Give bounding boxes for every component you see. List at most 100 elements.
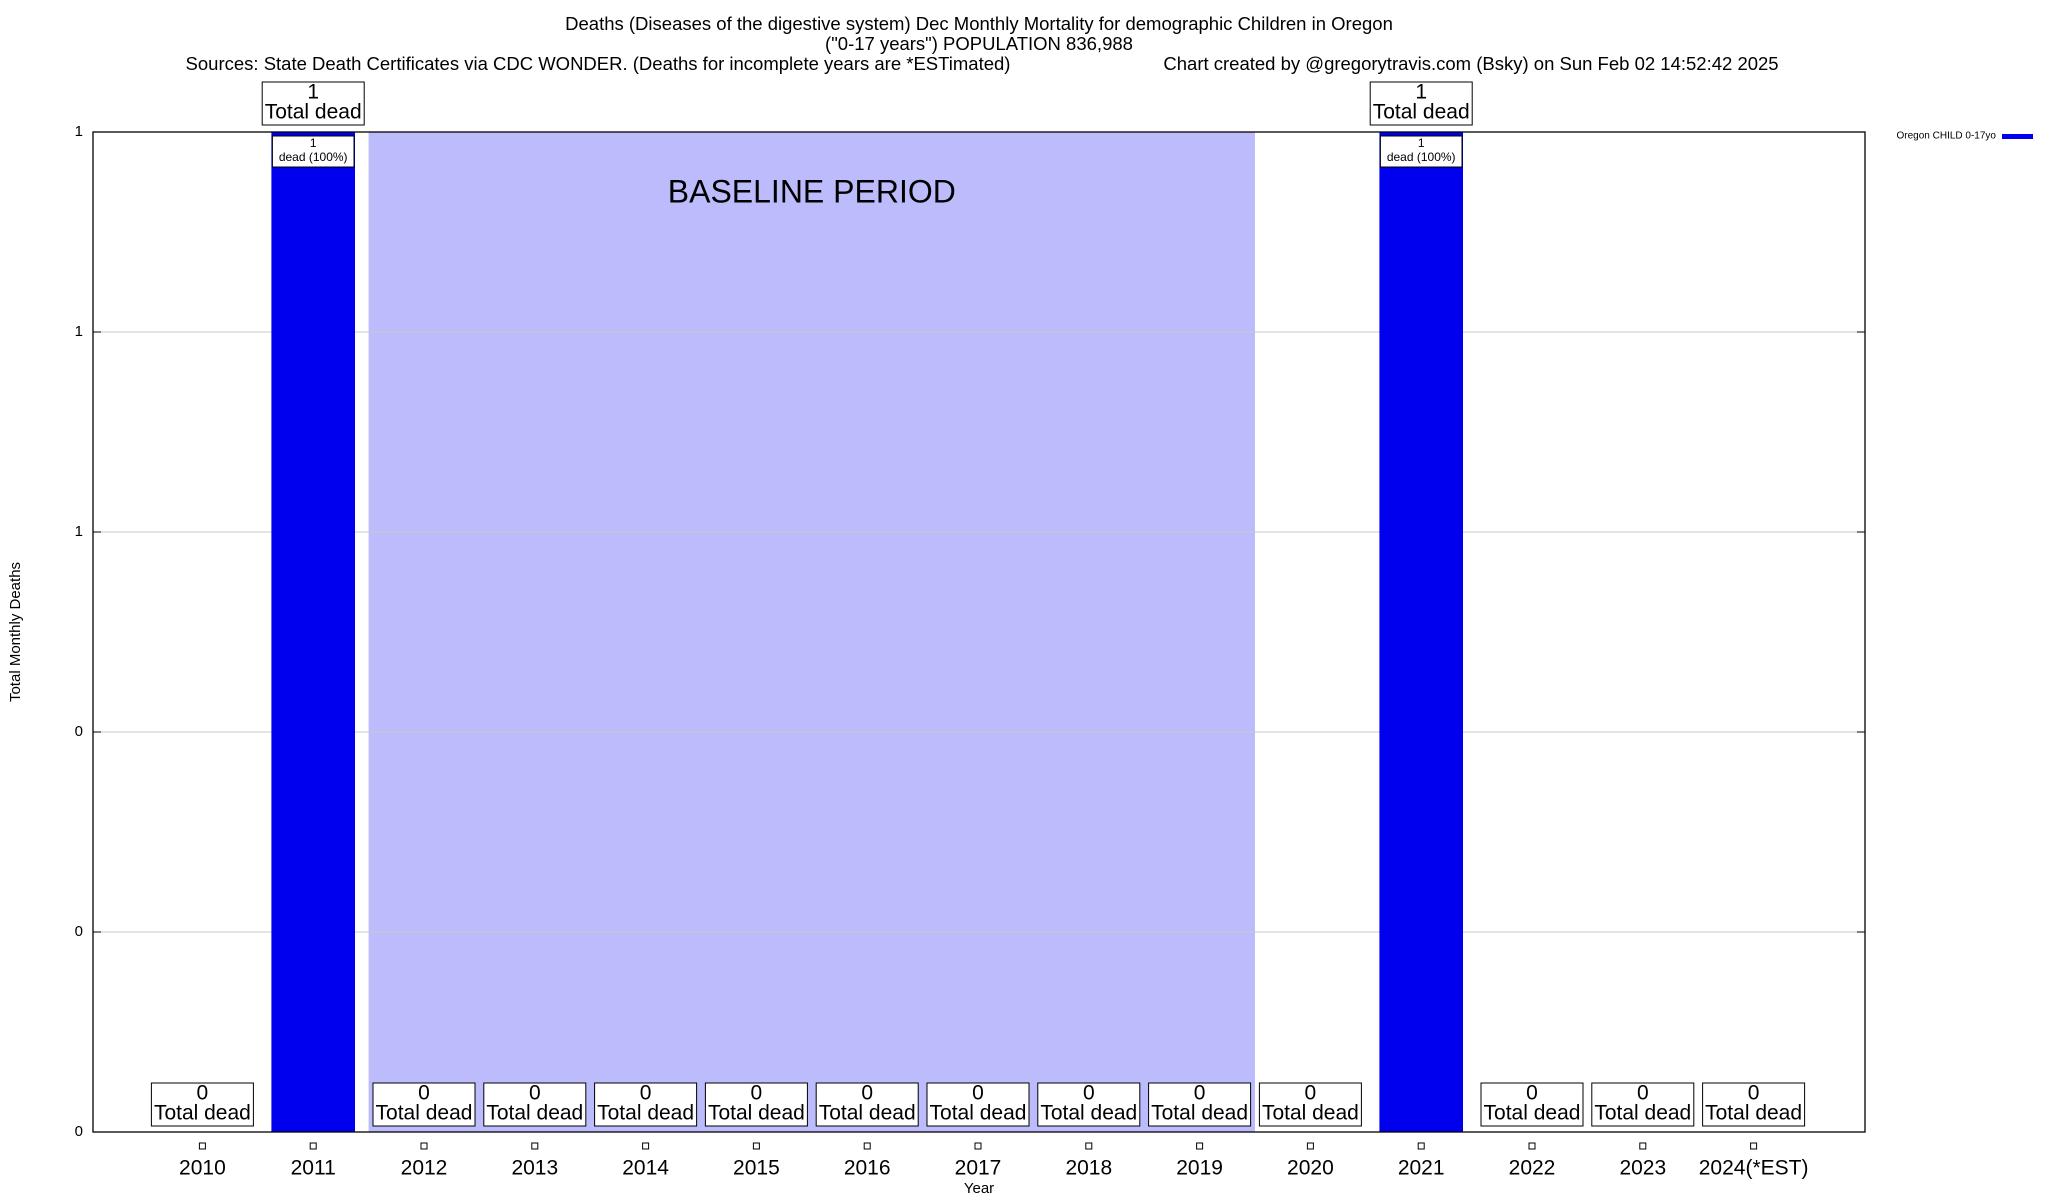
- value-caption: Total dead: [708, 1102, 805, 1125]
- bar: [271, 132, 355, 1132]
- y-tick-label: 1: [75, 323, 83, 340]
- value-label: 0: [1748, 1082, 1760, 1105]
- x-tick-marker: [309, 1142, 317, 1150]
- value-label: 0: [751, 1082, 763, 1105]
- x-tick-label: 2018: [1065, 1157, 1112, 1180]
- y-tick-label: 1: [75, 523, 83, 540]
- x-tick-label: 2011: [291, 1157, 336, 1180]
- value-label-box: [261, 81, 365, 126]
- value-caption: Total dead: [1262, 1102, 1359, 1125]
- value-caption: Total dead: [819, 1102, 916, 1125]
- credit-note: Chart created by @gregorytravis.com (Bsk…: [1163, 53, 1778, 74]
- x-axis-label: Year: [964, 1180, 994, 1197]
- y-tick-label: 1: [75, 123, 83, 140]
- x-tick-label: 2024(*EST): [1699, 1157, 1809, 1180]
- value-label-box: [704, 1082, 808, 1127]
- value-caption: Total dead: [597, 1102, 694, 1125]
- value-label: 0: [1637, 1082, 1649, 1105]
- x-tick-marker: [974, 1142, 982, 1150]
- value-label-box: [1591, 1082, 1695, 1127]
- value-caption: Total dead: [265, 101, 362, 124]
- x-tick-label: 2013: [511, 1157, 558, 1180]
- inner-label-box: [271, 135, 355, 168]
- value-label-box: [1369, 81, 1473, 126]
- value-caption: Total dead: [1594, 1102, 1691, 1125]
- legend-label: Oregon CHILD 0-17yo: [1897, 131, 1997, 142]
- value-label-box: [150, 1082, 254, 1127]
- plot-frame: [92, 131, 1866, 1133]
- value-label: 0: [1194, 1082, 1206, 1105]
- x-tick-marker: [420, 1142, 428, 1150]
- shaded-region: [368, 132, 1256, 1132]
- x-tick-marker: [752, 1142, 760, 1150]
- value-label: 0: [529, 1082, 541, 1105]
- x-tick-marker: [198, 1142, 206, 1150]
- inner-label: dead (100%): [1387, 150, 1456, 164]
- value-label-box: [483, 1082, 587, 1127]
- x-tick-marker: [1417, 1142, 1425, 1150]
- x-tick-marker: [1085, 1142, 1093, 1150]
- x-tick-label: 2022: [1509, 1157, 1556, 1180]
- x-tick-marker: [1306, 1142, 1314, 1150]
- chart-subtitle: ("0-17 years") POPULATION 836,988: [825, 33, 1133, 54]
- value-label: 0: [418, 1082, 430, 1105]
- value-caption: Total dead: [486, 1102, 583, 1125]
- value-label: 0: [972, 1082, 984, 1105]
- inner-label-box: [1379, 135, 1463, 168]
- value-caption: Total dead: [1040, 1102, 1137, 1125]
- x-tick-marker: [1528, 1142, 1536, 1150]
- source-note: Sources: State Death Certificates via CD…: [186, 53, 1011, 74]
- legend-swatch: [2002, 134, 2033, 139]
- value-label: 0: [1305, 1082, 1317, 1105]
- value-caption: Total dead: [1373, 101, 1470, 124]
- value-label-box: [1702, 1082, 1806, 1127]
- x-tick-marker: [531, 1142, 539, 1150]
- value-label-box: [372, 1082, 476, 1127]
- value-label-box: [1148, 1082, 1252, 1127]
- x-tick-marker: [642, 1142, 650, 1150]
- x-tick-label: 2019: [1176, 1157, 1223, 1180]
- value-caption: Total dead: [930, 1102, 1027, 1125]
- value-caption: Total dead: [376, 1102, 473, 1125]
- x-tick-marker: [1196, 1142, 1204, 1150]
- x-tick-label: 2017: [955, 1157, 1002, 1180]
- value-label-box: [926, 1082, 1030, 1127]
- value-label: 0: [640, 1082, 652, 1105]
- value-caption: Total dead: [1484, 1102, 1581, 1125]
- value-label-box: [1037, 1082, 1141, 1127]
- value-label: 1: [307, 81, 319, 104]
- y-axis-label: Total Monthly Deaths: [7, 562, 24, 702]
- x-tick-label: 2016: [844, 1157, 891, 1180]
- bar: [1379, 132, 1463, 1132]
- x-tick-label: 2014: [622, 1157, 669, 1180]
- value-label: 0: [861, 1082, 873, 1105]
- x-tick-marker: [863, 1142, 871, 1150]
- value-label-box: [1480, 1082, 1584, 1127]
- x-tick-marker: [1639, 1142, 1647, 1150]
- x-tick-label: 2023: [1619, 1157, 1666, 1180]
- value-label-box: [594, 1082, 698, 1127]
- value-caption: Total dead: [154, 1102, 251, 1125]
- inner-value-label: 1: [1418, 136, 1425, 150]
- y-tick-label: 0: [75, 723, 83, 740]
- x-tick-marker: [1750, 1142, 1758, 1150]
- region-label: BASELINE PERIOD: [668, 173, 956, 209]
- value-label: 0: [1083, 1082, 1095, 1105]
- value-label-box: [1258, 1082, 1362, 1127]
- x-tick-label: 2021: [1398, 1157, 1445, 1180]
- inner-label: dead (100%): [279, 150, 348, 164]
- value-caption: Total dead: [1151, 1102, 1248, 1125]
- value-label: 0: [197, 1082, 209, 1105]
- x-tick-label: 2015: [733, 1157, 780, 1180]
- y-tick-label: 0: [75, 923, 83, 940]
- value-label: 0: [1526, 1082, 1538, 1105]
- chart-title: Deaths (Diseases of the digestive system…: [565, 13, 1393, 34]
- value-caption: Total dead: [1705, 1102, 1802, 1125]
- y-tick-label: 0: [75, 1123, 83, 1140]
- value-label: 1: [1415, 81, 1427, 104]
- x-tick-label: 2010: [179, 1157, 226, 1180]
- inner-value-label: 1: [310, 136, 317, 150]
- value-label-box: [815, 1082, 919, 1127]
- x-tick-label: 2012: [401, 1157, 448, 1180]
